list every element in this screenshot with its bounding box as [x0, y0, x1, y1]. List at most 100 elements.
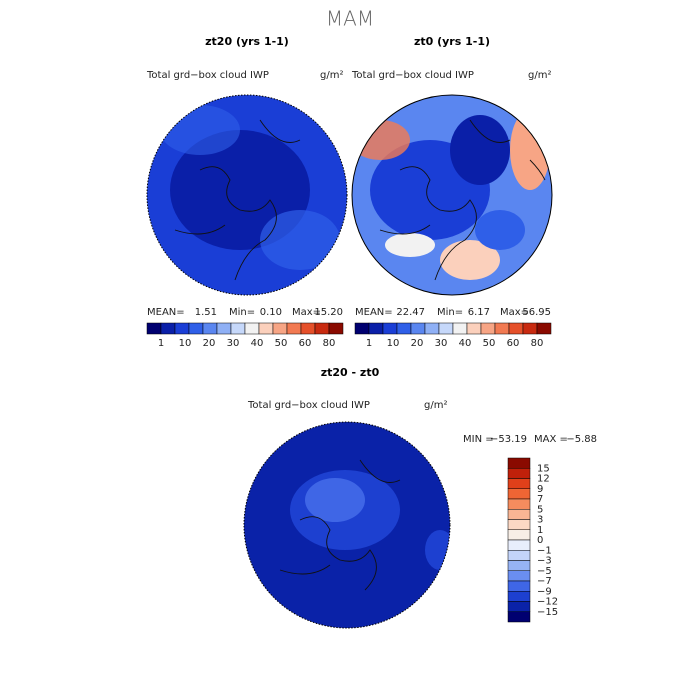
colorbar-swatch	[507, 570, 531, 582]
max-label: MAX =	[534, 434, 568, 445]
min-value: 0.10	[260, 307, 282, 318]
colorbar-label: 20	[203, 338, 216, 349]
colorbar-swatch	[188, 322, 204, 335]
colorbar-swatch	[466, 322, 482, 335]
colorbar-swatch	[410, 322, 426, 335]
colorbar-label: 50	[483, 338, 496, 349]
units-label: g/m²	[424, 400, 447, 411]
colorbar-swatch	[354, 322, 370, 335]
colorbar-swatch	[300, 322, 316, 335]
colorbar-swatch	[258, 322, 274, 335]
colorbar-swatch	[494, 322, 510, 335]
colorbar-swatch	[382, 322, 398, 335]
colorbar-label: −12	[537, 597, 558, 608]
colorbar-label: 80	[323, 338, 336, 349]
figure-title: MAM	[326, 7, 374, 31]
colorbar-label: 7	[537, 494, 543, 505]
colorbar-swatch	[507, 478, 531, 489]
mean-label: MEAN=	[147, 307, 185, 318]
min-label: MIN =	[463, 434, 494, 445]
map-border	[351, 94, 553, 296]
colorbar-label: 80	[531, 338, 544, 349]
max-value: 56.95	[522, 307, 551, 318]
map	[352, 95, 552, 295]
colorbar-swatch	[507, 509, 531, 520]
colorbar-swatch	[314, 322, 330, 335]
colorbar-swatch	[507, 580, 531, 592]
colorbar-swatch	[507, 539, 531, 551]
colorbar-swatch	[368, 322, 384, 335]
colorbar-swatch	[452, 322, 468, 335]
colorbar-swatch	[507, 529, 531, 541]
colorbar-swatch	[507, 488, 531, 500]
colorbar-label: 60	[507, 338, 520, 349]
colorbar-swatch	[507, 591, 531, 602]
colorbar-label: 10	[387, 338, 400, 349]
colorbar-swatch	[146, 322, 162, 335]
min-label: Min=	[229, 307, 255, 318]
colorbar-label: 50	[275, 338, 288, 349]
mean-label: MEAN=	[355, 307, 393, 318]
colorbar-label: 30	[435, 338, 448, 349]
colorbar-swatch	[508, 322, 524, 335]
colorbar-label: 0	[537, 535, 543, 546]
units-label: g/m²	[528, 70, 551, 81]
colorbar-label: 5	[537, 504, 543, 515]
colorbar-swatch	[438, 322, 454, 335]
colorbar-label: 1	[158, 338, 164, 349]
colorbar-swatch	[272, 322, 288, 335]
max-label: Max=	[500, 307, 529, 318]
map-border	[243, 421, 451, 629]
colorbar-label: −9	[537, 586, 552, 597]
colorbar-swatch	[507, 468, 531, 479]
colorbar-swatch	[522, 322, 538, 335]
colorbar-swatch	[507, 498, 531, 510]
map	[244, 422, 450, 628]
colorbar-label: 1	[537, 525, 543, 536]
colorbar-swatch	[328, 322, 344, 335]
min-label: Min=	[437, 307, 463, 318]
colorbar-label: −1	[537, 545, 552, 556]
mean-value: 22.47	[396, 307, 425, 318]
min-value: 6.17	[468, 307, 490, 318]
colorbar-swatch	[230, 322, 246, 335]
colorbar-label: −7	[537, 576, 552, 587]
colorbar-swatch	[396, 322, 412, 335]
mean-value: 1.51	[195, 307, 217, 318]
colorbar-label: −3	[537, 556, 552, 567]
colorbar-label: 3	[537, 515, 543, 526]
max-value: 15.20	[314, 307, 343, 318]
colorbar-swatch	[160, 322, 176, 335]
colorbar-swatch	[507, 611, 531, 623]
colorbar-swatch	[536, 322, 552, 335]
colorbar-swatch	[507, 457, 531, 469]
colorbar-swatch	[424, 322, 440, 335]
min-value: −53.19	[490, 434, 527, 445]
colorbar-swatch	[507, 560, 531, 571]
colorbar-label: 1	[366, 338, 372, 349]
colorbar-swatch	[480, 322, 496, 335]
panel-title: zt0 (yrs 1-1)	[414, 35, 490, 48]
colorbar-label: −15	[537, 607, 558, 618]
variable-label: Total grd−box cloud IWP	[351, 70, 474, 81]
panel-title: zt20 - zt0	[321, 366, 380, 379]
colorbar-label: 30	[227, 338, 240, 349]
colorbar-label: 12	[537, 474, 550, 485]
colorbar-swatch	[507, 550, 531, 561]
colorbar-swatch	[507, 601, 531, 612]
max-label: Max=	[292, 307, 321, 318]
map	[147, 95, 347, 295]
colorbar-label: 60	[299, 338, 312, 349]
colorbar-swatch	[286, 322, 302, 335]
variable-label: Total grd−box cloud IWP	[247, 400, 370, 411]
variable-label: Total grd−box cloud IWP	[146, 70, 269, 81]
colorbar-label: 40	[459, 338, 472, 349]
colorbar-label: 9	[537, 484, 543, 495]
units-label: g/m²	[320, 70, 343, 81]
colorbar-swatch	[507, 519, 531, 530]
colorbar-swatch	[202, 322, 218, 335]
colorbar-label: 15	[537, 463, 550, 474]
colorbar-swatch	[174, 322, 190, 335]
